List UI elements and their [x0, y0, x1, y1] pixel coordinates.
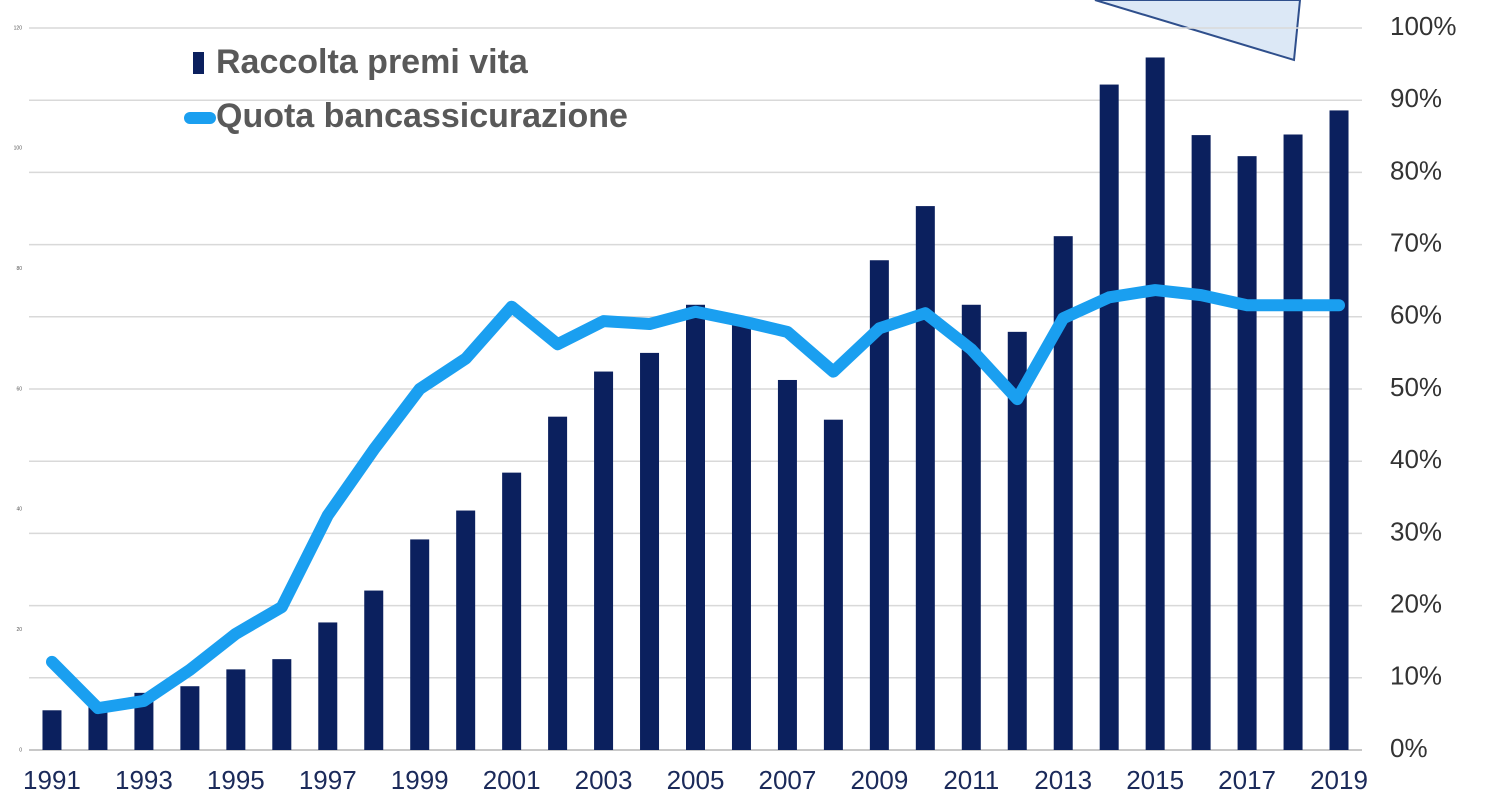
y2-tick-label: 80%: [1390, 155, 1442, 185]
bar: [1283, 134, 1303, 750]
x-tick-label: 2017: [1218, 765, 1276, 795]
bar: [869, 260, 889, 750]
y-tick-label: 100: [14, 146, 23, 152]
x-tick-label: 2015: [1126, 765, 1184, 795]
x-tick-label: 2009: [850, 765, 908, 795]
bar: [961, 304, 981, 750]
bar: [731, 321, 751, 750]
legend-label: Raccolta premi vita: [216, 43, 529, 81]
y-tick-label: 0: [19, 747, 22, 753]
x-tick-label: 2019: [1310, 765, 1368, 795]
x-tick-label: 2007: [759, 765, 817, 795]
y2-tick-label: 30%: [1390, 516, 1442, 546]
x-tick-label: 1993: [115, 765, 173, 795]
y-tick-label: 40: [16, 507, 22, 513]
x-tick-label: 2001: [483, 765, 541, 795]
x-tick-label: 2013: [1034, 765, 1092, 795]
bar: [456, 510, 476, 750]
x-tick-label: 2003: [575, 765, 633, 795]
bar: [1237, 156, 1257, 750]
bar: [640, 352, 660, 750]
y2-tick-label: 100%: [1390, 11, 1457, 41]
y-tick-label: 80: [16, 266, 22, 272]
bar: [42, 710, 62, 750]
y2-tick-label: 70%: [1390, 227, 1442, 257]
y-tick-label: 60: [16, 386, 22, 392]
bar: [1053, 236, 1073, 751]
x-tick-label: 1995: [207, 765, 265, 795]
bar: [915, 206, 935, 751]
x-tick-label: 2011: [943, 765, 999, 795]
x-tick-label: 2005: [667, 765, 725, 795]
y2-tick-label: 90%: [1390, 83, 1442, 113]
bar: [1329, 110, 1349, 750]
x-tick-label: 1997: [299, 765, 357, 795]
bar: [823, 419, 843, 750]
legend-swatch: [193, 52, 204, 74]
bar: [594, 371, 614, 750]
bar: [364, 590, 384, 750]
bar: [88, 704, 108, 750]
y-tick-label: 20: [16, 627, 22, 633]
decoration: [1094, 0, 1302, 62]
bar: [180, 686, 200, 750]
bar: [777, 379, 797, 750]
y-tick-label: 120: [14, 25, 23, 31]
y2-tick-label: 60%: [1390, 300, 1442, 330]
line: [45, 284, 1346, 715]
legend-label: Quota bancassicurazione: [216, 97, 628, 135]
bar: [686, 304, 705, 750]
bar: [1191, 135, 1211, 750]
bar: [1145, 57, 1165, 750]
bar: [1007, 331, 1027, 750]
y2-tick-label: 20%: [1390, 588, 1442, 618]
y2-tick-label: 0%: [1390, 733, 1428, 763]
bar: [272, 659, 292, 750]
bar: [502, 472, 522, 750]
bar: [548, 416, 568, 750]
bar: [1099, 84, 1119, 751]
y2-tick-label: 10%: [1390, 661, 1442, 691]
y2-tick-label: 50%: [1390, 372, 1442, 402]
bar: [410, 539, 430, 750]
x-tick-label: 1999: [391, 765, 449, 795]
x-tick-label: 1991: [23, 765, 81, 795]
bar: [318, 622, 338, 750]
bar: [226, 669, 246, 750]
y2-tick-label: 40%: [1390, 444, 1442, 474]
